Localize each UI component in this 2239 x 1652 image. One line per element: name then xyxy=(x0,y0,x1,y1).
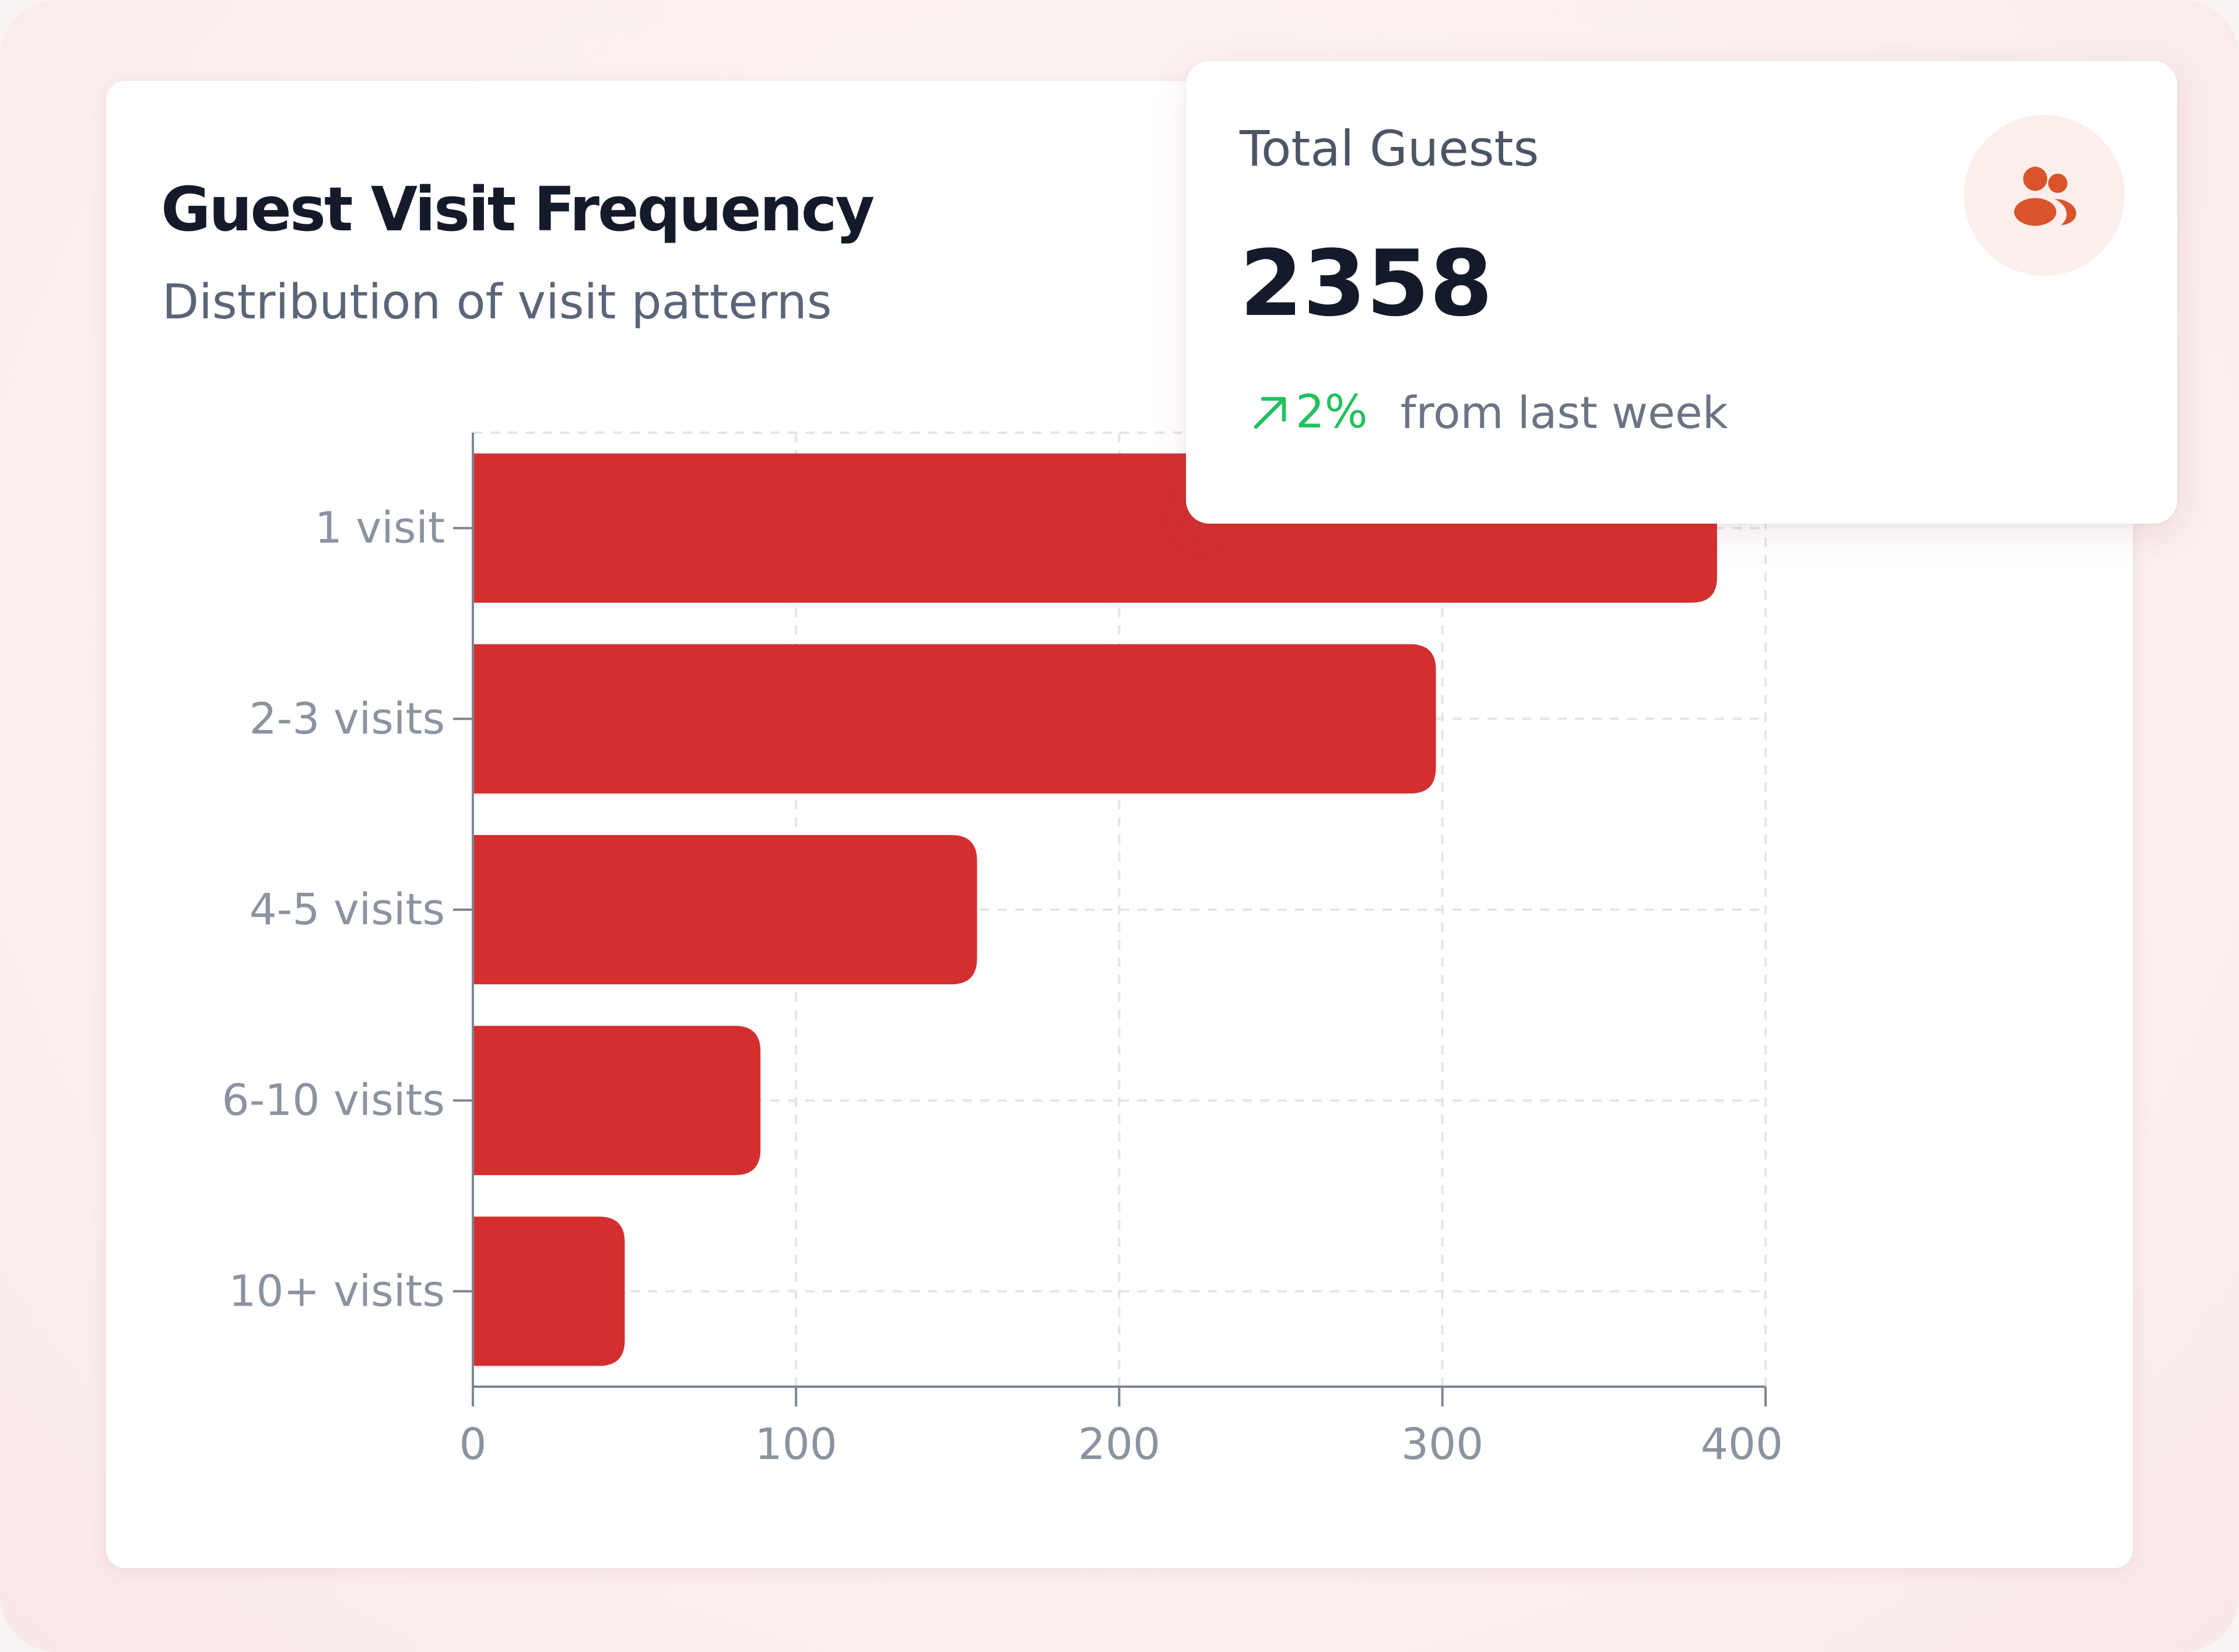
chart-subtitle: Distribution of visit patterns xyxy=(162,275,832,330)
x-tick-label-0: 0 xyxy=(459,1419,486,1469)
x-tick-label-3: 300 xyxy=(1401,1419,1483,1469)
bar-4 xyxy=(473,1216,625,1366)
trend-up-arrow-icon xyxy=(1254,397,1286,429)
stat-trend: 2% from last week xyxy=(1249,385,1728,440)
tick-labels: 1 visit 2-3 visits 4-5 visits 6-10 visits 10… xyxy=(222,503,1783,1469)
axes xyxy=(453,433,1767,1407)
y-tick-label-4: 10+ visits xyxy=(229,1266,445,1316)
y-tick-label-0: 1 visit xyxy=(315,503,445,553)
trend-caption: from last week xyxy=(1400,387,1728,439)
x-tick-label-2: 200 xyxy=(1078,1419,1160,1469)
y-tick-label-3: 6-10 visits xyxy=(222,1075,445,1125)
users-icon xyxy=(2014,166,2076,226)
chart-title: Guest Visit Frequency xyxy=(161,174,875,245)
bar-1 xyxy=(473,644,1436,794)
users-icon-badge xyxy=(1964,115,2125,276)
stat-label: Total Guests xyxy=(1240,120,1539,177)
y-tick-label-2: 4-5 visits xyxy=(250,885,445,935)
y-tick-label-1: 2-3 visits xyxy=(250,694,445,744)
bar-3 xyxy=(473,1026,761,1176)
total-guests-card: Total Guests 2358 2% from last week xyxy=(1186,61,2177,524)
bars xyxy=(473,453,1717,1366)
bar-2 xyxy=(473,835,977,984)
x-tick-label-4: 400 xyxy=(1701,1419,1783,1469)
trend-value: 2% xyxy=(1296,386,1368,439)
stat-value: 2358 xyxy=(1240,230,1493,336)
x-tick-label-1: 100 xyxy=(755,1419,837,1469)
